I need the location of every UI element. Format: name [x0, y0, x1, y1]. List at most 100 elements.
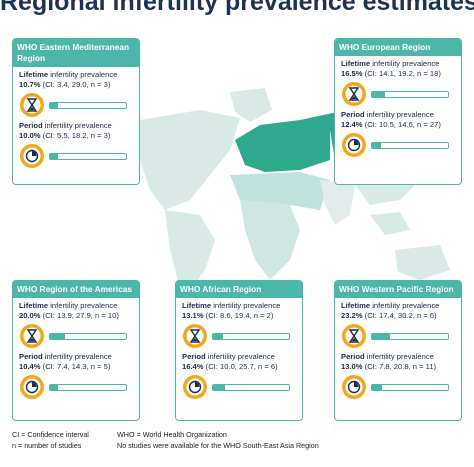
- metric-row: [19, 92, 134, 118]
- bar-fill: [372, 333, 390, 339]
- metric-label-bold: Period: [341, 352, 365, 361]
- metric-label-text: infertility prevalence: [366, 352, 434, 361]
- metric: Period infertility prevalence 12.4% (CI: …: [335, 107, 461, 158]
- metric-value: 12.4% (CI: 10.5, 14.6, n = 27): [341, 120, 456, 130]
- bar-fill: [213, 333, 223, 339]
- icon: [20, 93, 44, 117]
- metric-row: [182, 374, 297, 400]
- region-box: WHO Eastern Mediterranean Region Lifetime…: [12, 38, 140, 185]
- metric: Lifetime infertility prevalence 20.0% (CI…: [13, 298, 139, 349]
- metric-row: [19, 143, 134, 169]
- icon: [183, 375, 207, 399]
- value-detail: (CI: 3.4, 29.0, n = 3): [42, 80, 111, 89]
- bar-track: [371, 90, 449, 98]
- metric-label-text: infertility prevalence: [50, 70, 118, 79]
- metric-value: 10.0% (CI: 5.5, 18.2, n = 3): [19, 131, 134, 141]
- region-name: WHO African Region: [176, 281, 302, 298]
- icon: [342, 375, 366, 399]
- metric-label: Period infertility prevalence: [182, 352, 297, 362]
- metric-label-text: infertility prevalence: [372, 59, 440, 68]
- note-text: WHO = World Health Organization: [117, 430, 227, 439]
- value-detail: (CI: 7.4, 14.3, n = 5): [42, 362, 111, 371]
- icon: [20, 144, 44, 168]
- metric-value: 20.0% (CI: 13.9, 27.9, n = 10): [19, 311, 134, 321]
- bar-track: [49, 383, 127, 391]
- metric-label-bold: Lifetime: [19, 70, 49, 79]
- value-detail: (CI: 7.8, 20.8, n = 11): [364, 362, 437, 371]
- metric-row: [341, 81, 456, 107]
- metric: Lifetime infertility prevalence 16.5% (CI…: [335, 56, 461, 107]
- metric-label-bold: Period: [19, 121, 43, 130]
- bar-fill: [50, 384, 58, 390]
- region-name: WHO Region of the Americas: [13, 281, 139, 298]
- bar-track: [49, 152, 127, 160]
- metric-label-text: infertility prevalence: [366, 110, 434, 119]
- metric-row: [182, 323, 297, 349]
- note-text: n = number of studies: [12, 441, 82, 450]
- metric-label-text: infertility prevalence: [44, 352, 112, 361]
- value-label: 10.4%: [19, 362, 41, 371]
- bar-fill: [372, 142, 382, 148]
- value-label: 10.7%: [19, 80, 41, 89]
- region-box: WHO Region of the Americas Lifetime infer…: [12, 280, 140, 421]
- metric-label: Lifetime infertility prevalence: [19, 301, 134, 311]
- metric: Period infertility prevalence 13.0% (CI: …: [335, 349, 461, 400]
- value-label: 12.4%: [341, 120, 363, 129]
- metric-label-bold: Lifetime: [341, 59, 371, 68]
- metric-label-bold: Lifetime: [182, 301, 212, 310]
- region-box: WHO Western Pacific Region Lifetime infer…: [334, 280, 462, 421]
- region-name: WHO Eastern Mediterranean Region: [13, 39, 139, 67]
- metric-label: Period infertility prevalence: [19, 352, 134, 362]
- value-detail: (CI: 10.0, 25.7, n = 6): [205, 362, 278, 371]
- region-box: WHO European Region Lifetime infertility …: [334, 38, 462, 185]
- value-label: 13.1%: [182, 311, 204, 320]
- value-label: 20.0%: [19, 311, 41, 320]
- bar-track: [371, 141, 449, 149]
- bar-fill: [213, 384, 226, 390]
- value-detail: (CI: 5.5, 18.2, n = 3): [42, 131, 111, 140]
- metric: Lifetime infertility prevalence 13.1% (CI…: [176, 298, 302, 349]
- value-label: 10.0%: [19, 131, 41, 140]
- metric: Period infertility prevalence 16.4% (CI: …: [176, 349, 302, 400]
- metric-row: [341, 132, 456, 158]
- bar-fill: [50, 153, 58, 159]
- note-text: No studies were available for the WHO So…: [117, 441, 319, 450]
- metric-row: [19, 323, 134, 349]
- metric-label-bold: Period: [341, 110, 365, 119]
- bar-fill: [372, 91, 385, 97]
- metric-label: Lifetime infertility prevalence: [341, 301, 456, 311]
- value-label: 13.0%: [341, 362, 363, 371]
- metric-label: Lifetime infertility prevalence: [182, 301, 297, 311]
- value-label: 16.5%: [341, 69, 363, 78]
- metric-label-text: infertility prevalence: [44, 121, 112, 130]
- metric-value: 13.1% (CI: 8.6, 19.4, n = 2): [182, 311, 297, 321]
- title: Regional infertility prevalence estimate…: [0, 0, 474, 16]
- metric-value: 23.2% (CI: 17.4, 30.2, n = 6): [341, 311, 456, 321]
- metric-label: Period infertility prevalence: [341, 352, 456, 362]
- bar-track: [49, 101, 127, 109]
- bar-track: [49, 332, 127, 340]
- metric: Lifetime infertility prevalence 10.7% (CI…: [13, 67, 139, 118]
- bar-track: [212, 383, 290, 391]
- metric-label-text: infertility prevalence: [207, 352, 275, 361]
- metric: Period infertility prevalence 10.4% (CI: …: [13, 349, 139, 400]
- metric-label-text: infertility prevalence: [50, 301, 118, 310]
- region-name: WHO Western Pacific Region: [335, 281, 461, 298]
- value-detail: (CI: 10.5, 14.6, n = 27): [364, 120, 441, 129]
- icon: [20, 375, 44, 399]
- bar-track: [371, 383, 449, 391]
- icon: [342, 133, 366, 157]
- bar-track: [212, 332, 290, 340]
- metric-label-text: infertility prevalence: [213, 301, 281, 310]
- region-name: WHO European Region: [335, 39, 461, 56]
- metric-row: [341, 323, 456, 349]
- note-column: CI = Confidence interval n = number of st…: [12, 429, 89, 451]
- value-label: 16.4%: [182, 362, 204, 371]
- metric-label: Period infertility prevalence: [341, 110, 456, 120]
- note-column: WHO = World Health Organization No studie…: [117, 429, 319, 451]
- icon: [20, 324, 44, 348]
- value-detail: (CI: 13.9, 27.9, n = 10): [42, 311, 119, 320]
- metric-row: [19, 374, 134, 400]
- bar-fill: [50, 333, 66, 339]
